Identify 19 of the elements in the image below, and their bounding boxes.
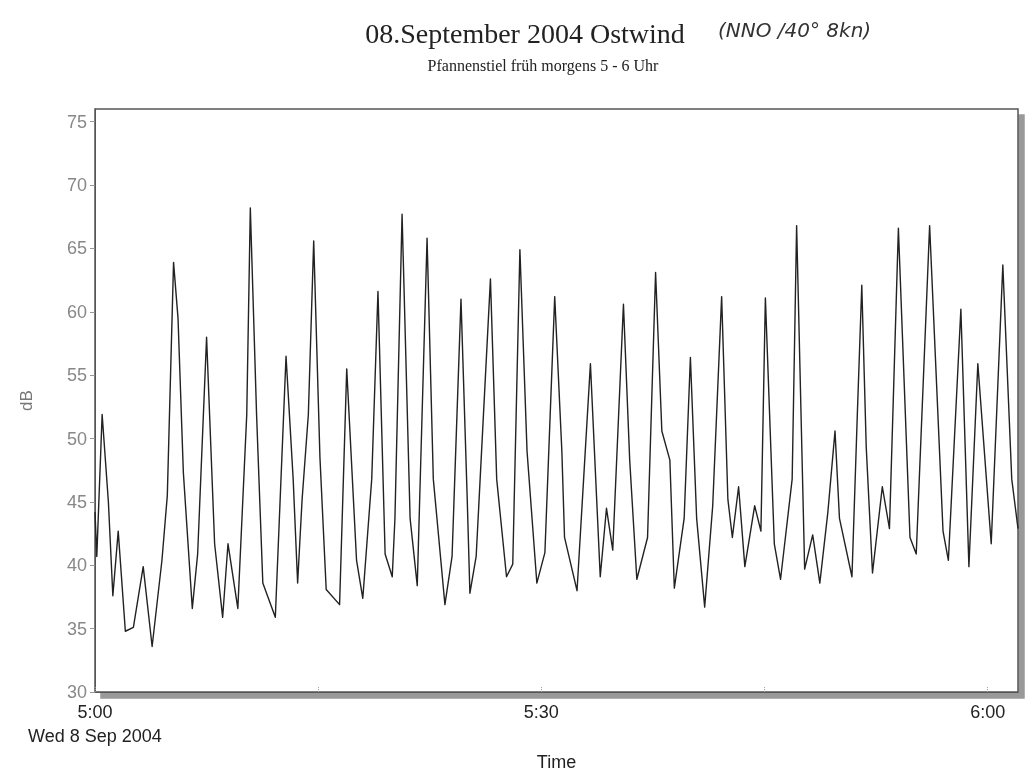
y-tick-label: 40 <box>66 555 87 576</box>
line-series <box>94 207 1019 648</box>
y-tick-label: 65 <box>66 238 87 259</box>
y-axis-title: dB <box>17 390 36 411</box>
y-tick-label: 50 <box>66 428 87 449</box>
chart-title: 08.September 2004 Ostwind <box>365 17 685 49</box>
x-tick-label: 6:00 <box>970 702 1006 723</box>
x-tick-label: 5:30 <box>523 702 559 723</box>
chart-subtitle: Pfannenstiel früh morgens 5 - 6 Uhr <box>427 56 660 75</box>
y-tick-label: 60 <box>66 301 87 322</box>
y-tick-label: 45 <box>66 491 87 512</box>
y-tick-label: 70 <box>66 175 87 196</box>
y-tick-label: 35 <box>66 618 87 639</box>
x-tick-label: 5:00 Wed 8 Sep 2004 <box>28 702 162 747</box>
text: (NNO /40° 8kn) <box>718 18 872 42</box>
y-tick-label: 75 <box>66 111 87 132</box>
y-tick-label: 30 <box>66 682 87 703</box>
y-tick-label: 55 <box>66 365 87 386</box>
x-axis-title: Time <box>536 752 577 772</box>
